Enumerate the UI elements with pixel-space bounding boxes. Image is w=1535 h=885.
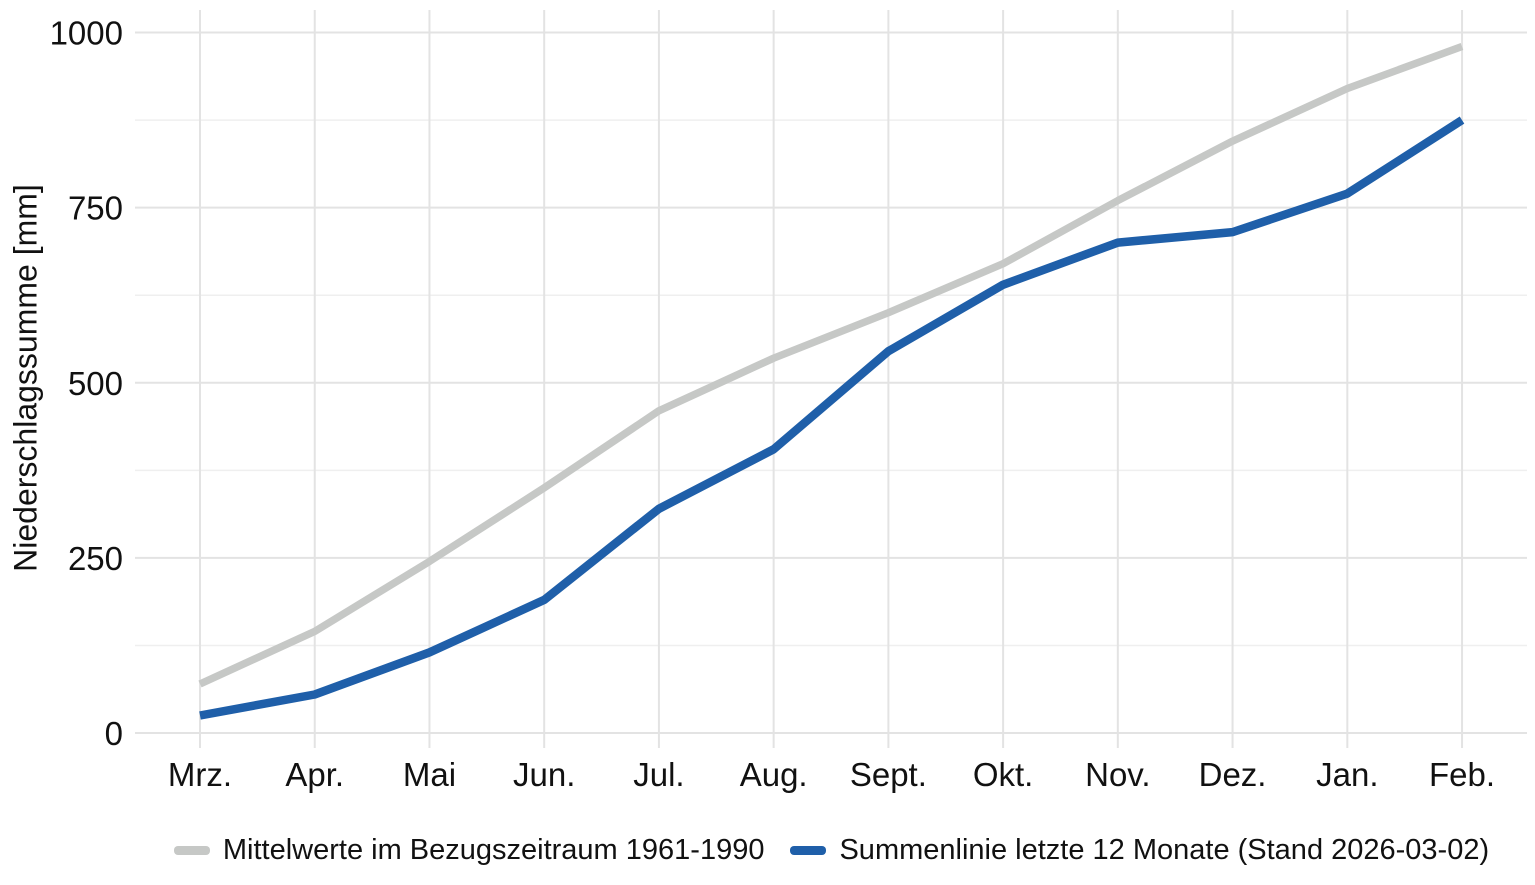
x-tick-label: Mrz. [168,756,232,793]
legend-item-reference-mean: Mittelwerte im Bezugszeitraum 1961-1990 [173,833,765,867]
plot-area: 0 250 500 750 1000 Mrz. Apr. Mai Jun. Jul. Aug. Sep… [50,10,1527,793]
x-tick-label: Okt. [973,756,1034,793]
x-tick-label: Apr. [285,756,344,793]
y-tick-label: 1000 [50,15,123,52]
x-tick-label: Jun. [513,756,575,793]
x-tick-label: Jul. [633,756,684,793]
y-tick-label: 0 [105,715,123,752]
legend-label-last-12-months: Summenlinie letzte 12 Monate (Stand 2026… [839,833,1490,866]
cumulative-sum-line [199,116,1465,720]
x-tick-label: Nov. [1085,756,1150,793]
y-tick-label: 250 [68,540,123,577]
x-tick-label: Aug. [740,756,808,793]
legend-item-last-12-months: Summenlinie letzte 12 Monate (Stand 2026… [790,834,1489,867]
legend: Mittelwerte im Bezugszeitraum 1961-1990 … [135,824,1528,876]
legend-label-reference-mean: Mittelwerte im Bezugszeitraum 1961-1990 [222,833,765,866]
y-tick-label: 750 [68,190,123,227]
x-tick-label: Dez. [1199,756,1267,793]
legend-swatch-last-12-months [790,845,827,855]
x-tick-label: Feb. [1429,756,1495,793]
x-tick-label: Jan. [1316,756,1378,793]
legend-swatch-reference-mean [173,845,210,855]
reference-mean-line [198,42,1464,688]
x-tick-label: Mai [403,756,456,793]
x-tick-label: Sept. [850,756,927,793]
y-tick-label: 500 [68,365,123,402]
